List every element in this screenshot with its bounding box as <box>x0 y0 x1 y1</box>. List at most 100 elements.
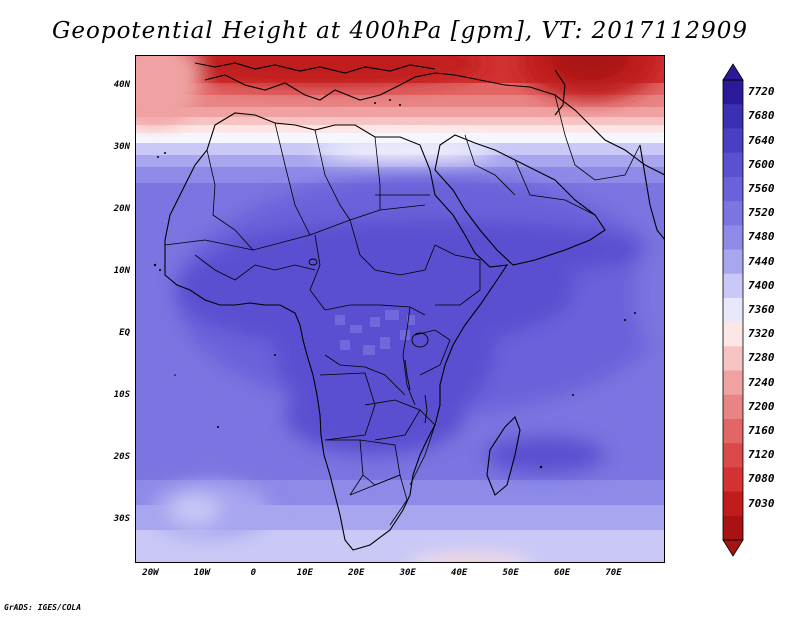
border-layer <box>164 94 641 526</box>
border-chad-cameroon <box>309 234 326 311</box>
colorbar-label: 7720 <box>748 85 775 99</box>
lake-victoria <box>411 332 429 348</box>
lon-tick-label: 0 <box>250 568 257 578</box>
coastline-layer <box>164 62 665 551</box>
border-sahara-3 <box>314 129 351 221</box>
colorbar-label: 7600 <box>748 157 775 171</box>
colorbar-segment <box>723 467 743 493</box>
border-mozambique <box>409 409 436 486</box>
ridge-med-red <box>165 55 485 85</box>
colorbar-segment <box>723 201 743 226</box>
lake-chad <box>308 258 318 266</box>
lat-tick-label: EQ <box>119 327 130 338</box>
india-coastline <box>639 144 665 241</box>
border-sahel <box>164 204 426 251</box>
border-sudan <box>349 219 436 276</box>
lon-tick-label: 40E <box>451 568 468 578</box>
map-border <box>135 55 665 563</box>
border-angola <box>319 372 376 441</box>
footer-credit: GrADS: IGES/COLA <box>4 603 82 612</box>
colorbar-bottom-arrow <box>722 539 744 557</box>
colorbar-frame <box>722 79 744 541</box>
colorbar-segment <box>723 370 743 396</box>
map-panel <box>135 55 665 563</box>
colorbar-segment <box>723 80 743 105</box>
band-blush <box>135 125 665 135</box>
map-title: Geopotential Height at 400hPa [gpm], VT:… <box>52 18 748 44</box>
colorbar-segment <box>723 322 743 347</box>
colorbar-label: 7640 <box>748 133 775 147</box>
east-edge-blue <box>635 235 665 355</box>
mediterranean-north-shore <box>194 62 436 74</box>
lat-tick-label: 40N <box>113 79 130 90</box>
trough-west-red <box>135 55 200 125</box>
lake-tanganyika <box>404 359 411 391</box>
band-pink <box>135 107 665 119</box>
band-lilac <box>135 155 665 169</box>
colorbar-label: 7680 <box>748 109 775 123</box>
colorbar-segment <box>723 249 743 275</box>
europe-coastline <box>204 72 665 176</box>
colorbar-segment <box>723 346 743 372</box>
colorbar-segment <box>723 394 743 420</box>
band-white <box>135 133 665 145</box>
equatorial-speckle <box>335 310 415 355</box>
border-car-drc <box>324 304 426 316</box>
colorbar-segment <box>723 515 743 541</box>
lat-tick-label: 10S <box>113 389 130 400</box>
lat-tick-label: 20N <box>113 203 130 214</box>
lon-tick-label: 50E <box>502 568 519 578</box>
ridge-east-core <box>550 55 630 80</box>
lat-tick-label: 20S <box>113 451 130 462</box>
colorbar-segment <box>723 297 743 323</box>
height-field-map <box>135 55 665 563</box>
colorbar-label: 7200 <box>748 399 775 413</box>
colorbar-label: 7030 <box>748 496 775 510</box>
colorbar-label: 7120 <box>748 448 775 462</box>
colorbar-label: 7440 <box>748 254 775 268</box>
lat-tick-label: 30S <box>113 513 130 524</box>
colorbar <box>722 63 744 557</box>
colorbar-segment <box>723 128 743 154</box>
colorbar-label: 7160 <box>748 424 775 438</box>
border-sahara-1 <box>206 149 254 251</box>
lon-tick-label: 20E <box>348 568 365 578</box>
border-middle-east-2 <box>514 159 596 216</box>
band-pink-light <box>135 117 665 127</box>
colorbar-segment <box>723 443 743 468</box>
madagascar-coastline <box>486 416 521 496</box>
lon-tick-label: 10W <box>193 568 211 578</box>
border-ethiopia <box>434 244 481 306</box>
border-middle-east-1 <box>464 134 516 196</box>
border-drc-east <box>402 306 416 406</box>
border-iran <box>554 94 641 181</box>
lat-tick-label: 30N <box>113 141 130 152</box>
white-wave-north <box>315 140 495 160</box>
lon-tick-label: 20W <box>142 568 159 578</box>
colorbar-label: 7240 <box>748 375 775 389</box>
border-tanzania-kenya <box>414 329 451 376</box>
blue-tail-east <box>485 437 605 473</box>
colorbar-segment <box>723 225 743 250</box>
colorbar-segment <box>723 491 743 517</box>
colorbar-segment <box>723 418 743 444</box>
colorbar-label: 7560 <box>748 181 775 195</box>
colorbar-segment <box>723 273 743 299</box>
border-libya-egypt <box>374 136 381 210</box>
border-south-africa <box>349 474 408 526</box>
colorbar-label: 7280 <box>748 351 775 365</box>
border-namibia <box>325 439 364 496</box>
lavender-south-blob <box>170 495 220 525</box>
lake-layer <box>308 258 429 424</box>
colorbar-label: 7400 <box>748 278 775 292</box>
colorbar-segment <box>723 104 743 129</box>
africa-coastline <box>164 112 509 551</box>
colorbar-segment <box>723 176 743 202</box>
island-layer <box>153 99 636 469</box>
colorbar-segment <box>723 152 743 178</box>
colorbar-label: 7360 <box>748 303 775 316</box>
lon-tick-label: 30E <box>399 568 416 578</box>
border-west-africa <box>194 254 316 281</box>
arabia-coastline <box>434 134 606 266</box>
lon-tick-label: 10E <box>296 568 313 578</box>
